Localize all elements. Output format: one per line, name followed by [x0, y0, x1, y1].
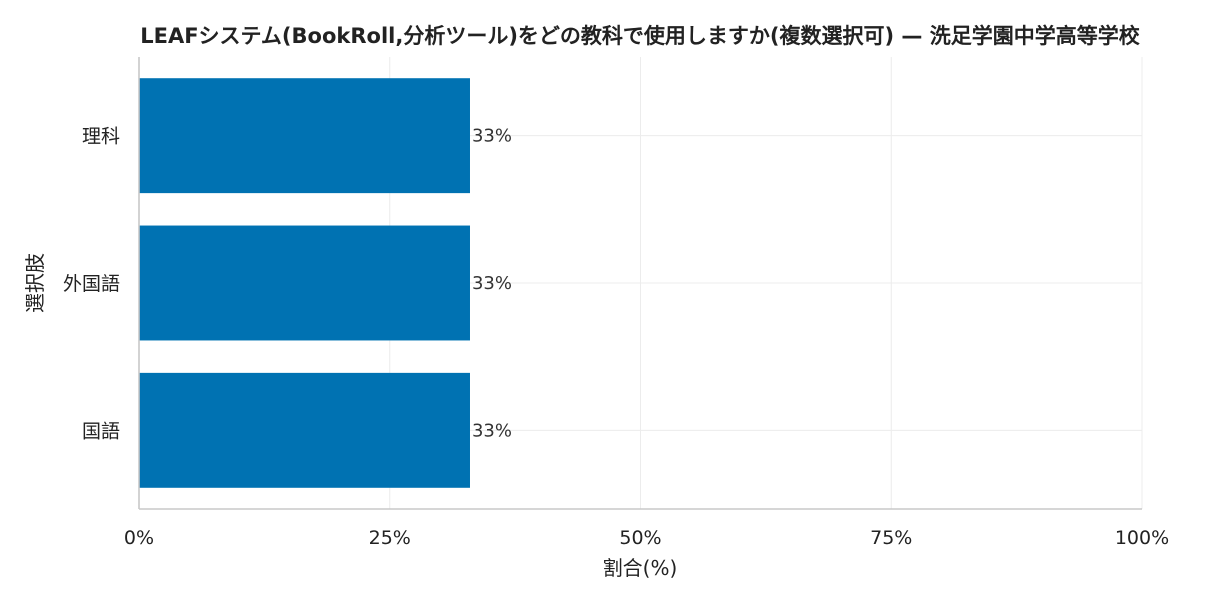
x-tick-label: 100%	[1115, 527, 1169, 549]
x-tick-label: 75%	[870, 527, 912, 549]
chart-title: LEAFシステム(BookRoll,分析ツール)をどの教科で使用しますか(複数選…	[140, 24, 1141, 48]
data-labels: 33% 33% 33%	[472, 126, 512, 442]
x-tick-labels: 0% 25% 50% 75% 100%	[124, 527, 1169, 549]
x-tick-label: 25%	[369, 527, 411, 549]
y-tick-label: 国語	[82, 420, 120, 442]
y-tick-label: 理科	[82, 126, 120, 148]
y-axis-label: 選択肢	[23, 253, 47, 313]
x-tick-label: 0%	[124, 527, 154, 549]
y-tick-label: 外国語	[63, 273, 120, 295]
bar-value-label: 33%	[472, 273, 512, 294]
x-tick-label: 50%	[619, 527, 661, 549]
bars	[139, 78, 470, 488]
bar-value-label: 33%	[472, 126, 512, 147]
bar	[139, 372, 470, 488]
x-axis-label: 割合(%)	[603, 556, 678, 580]
bar-value-label: 33%	[472, 420, 512, 441]
bar	[139, 225, 470, 341]
bar	[139, 78, 470, 194]
